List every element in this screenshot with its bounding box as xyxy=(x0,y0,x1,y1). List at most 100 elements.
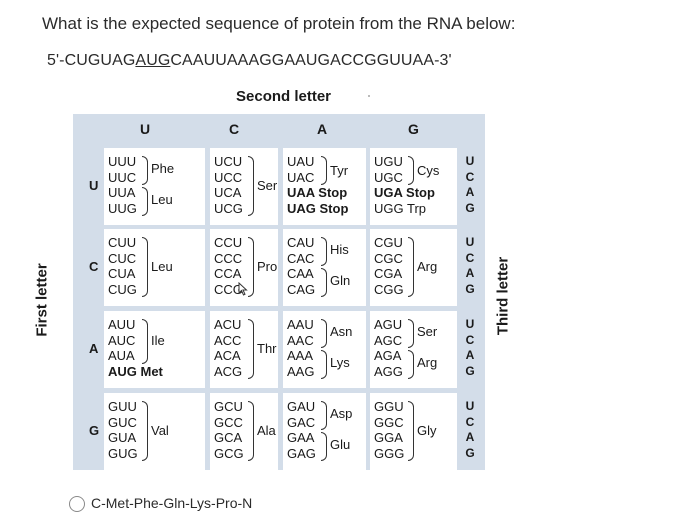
amino-acid-ca-0: His xyxy=(330,242,349,257)
bracket-gg xyxy=(408,401,414,461)
codon-aa-0: AAU xyxy=(287,317,314,332)
option-label[interactable]: C-Met-Phe-Gln-Lys-Pro-N xyxy=(91,495,253,511)
codon-gu-2: GUA xyxy=(108,430,137,445)
codon-ag-0: AGU xyxy=(374,317,403,332)
codon-ga-1: GAC xyxy=(287,414,316,430)
amino-acid-gg: Gly xyxy=(417,423,437,438)
sequence-suffix: CAAUUAAAGGAAUGACCGGUUAA-3' xyxy=(170,52,452,69)
codon-ua-3: UAG Stop xyxy=(287,200,349,216)
codon-cell-au xyxy=(104,311,205,388)
third-letter-u-a: A xyxy=(465,185,475,199)
codon-ug-3: UGG Trp xyxy=(374,200,427,216)
codon-ca-3: CAG xyxy=(287,281,316,297)
codon-cg-2: CGA xyxy=(374,266,403,281)
codon-ua-0: UAU xyxy=(287,154,315,169)
third-letter-g-g: G xyxy=(465,445,475,460)
third-letter-c-g: G xyxy=(465,281,475,296)
amino-acid-aa-0: Asn xyxy=(330,324,353,339)
amino-acid-cc: Pro xyxy=(257,259,278,274)
third-letter-a-a: A xyxy=(465,348,475,362)
codon-ac-3: ACG xyxy=(214,363,243,379)
codon-ca-1: CAC xyxy=(287,250,315,266)
column-header-g: G xyxy=(408,121,419,137)
codon-uc-1: UCC xyxy=(214,169,243,185)
bracket-cu xyxy=(142,237,148,297)
codon-cell-ac xyxy=(210,311,278,388)
codon-cc-0: CCU xyxy=(214,235,243,250)
codon-gg-1: GGC xyxy=(374,414,404,430)
amino-acid-ag-1: Arg xyxy=(417,355,438,370)
codon-cg-1: CGC xyxy=(374,250,403,266)
amino-acid-ga-1: Glu xyxy=(330,437,351,452)
amino-acid-uu-0: Phe xyxy=(151,161,175,176)
column-header-a: A xyxy=(317,121,328,137)
codon-uc-2: UCA xyxy=(214,185,242,200)
bracket-aa-1 xyxy=(321,350,327,379)
codon-aa-3: AAG xyxy=(287,363,315,379)
option-radio[interactable] xyxy=(69,496,85,512)
codon-gc-3: GCG xyxy=(214,445,244,461)
bracket-ca-0 xyxy=(321,237,327,266)
codon-cell-uc xyxy=(210,148,278,225)
amino-acid-cg: Arg xyxy=(417,259,438,274)
codon-gc-0: GCU xyxy=(214,399,243,414)
codon-cell-gc xyxy=(210,393,278,470)
codon-ag-1: AGC xyxy=(374,332,403,348)
codon-cu-3: CUG xyxy=(108,281,137,297)
amino-acid-au: Ile xyxy=(151,333,165,349)
amino-acid-uc: Ser xyxy=(257,178,278,193)
bracket-ug xyxy=(408,156,414,185)
bracket-ga-1 xyxy=(321,432,327,461)
codon-cell-cu xyxy=(104,229,205,306)
third-letter-c-u: U xyxy=(465,235,475,249)
third-letter-u-g: G xyxy=(465,200,475,215)
codon-gc-1: GCC xyxy=(214,414,243,430)
codon-ac-2: ACA xyxy=(214,348,241,363)
bracket-ac xyxy=(248,319,254,379)
bracket-au xyxy=(142,319,148,364)
codon-cg-0: CGU xyxy=(374,235,403,250)
bracket-ga-0 xyxy=(321,401,327,430)
codon-uu-2: UUA xyxy=(108,185,136,200)
third-letter-g-c: C xyxy=(465,414,475,429)
column-header-c: C xyxy=(229,121,240,137)
codon-uc-0: UCU xyxy=(214,154,243,169)
amino-acid-ga-0: Asp xyxy=(330,406,353,421)
bracket-cg xyxy=(408,237,414,297)
first-letter-label: First letter xyxy=(33,263,51,337)
amino-acid-aa-1: Lys xyxy=(330,355,350,370)
bracket-ua xyxy=(321,156,327,185)
codon-ug-0: UGU xyxy=(374,154,403,169)
third-letter-g-a: A xyxy=(465,430,475,444)
amino-acid-ua: Tyr xyxy=(330,162,349,178)
codon-cell-gu xyxy=(104,393,205,470)
speck xyxy=(368,95,370,97)
bracket-uu-1 xyxy=(142,187,148,216)
codon-gg-3: GGG xyxy=(374,445,405,461)
codon-ca-2: CAA xyxy=(287,266,314,281)
bracket-aa-0 xyxy=(321,319,327,348)
start-codon: AUG xyxy=(135,52,171,69)
codon-ga-0: GAU xyxy=(287,399,316,414)
codon-cc-2: CCA xyxy=(214,266,242,281)
codon-cu-2: CUA xyxy=(108,266,136,281)
row-header-u: U xyxy=(89,178,99,193)
third-letter-g-u: U xyxy=(465,399,475,413)
codon-ac-0: ACU xyxy=(214,317,242,332)
sequence-prefix: 5'-CUGUAG xyxy=(47,52,136,69)
codon-ag-2: AGA xyxy=(374,348,402,363)
codon-aa-2: AAA xyxy=(287,348,314,363)
codon-ua-2: UAA Stop xyxy=(287,185,348,200)
codon-au-3: AUG Met xyxy=(108,363,163,379)
codon-gg-0: GGU xyxy=(374,399,404,414)
row-header-g: G xyxy=(89,423,100,438)
bracket-uu-0 xyxy=(142,156,148,185)
codon-ug-2: UGA Stop xyxy=(374,185,435,200)
amino-acid-gc: Ala xyxy=(257,423,276,438)
codon-cu-1: CUC xyxy=(108,250,137,266)
third-letter-c-c: C xyxy=(465,250,475,265)
codon-ga-3: GAG xyxy=(287,445,316,461)
third-letter-u-u: U xyxy=(465,154,475,168)
bracket-gc xyxy=(248,401,254,461)
third-letter-c-a: A xyxy=(465,266,475,280)
